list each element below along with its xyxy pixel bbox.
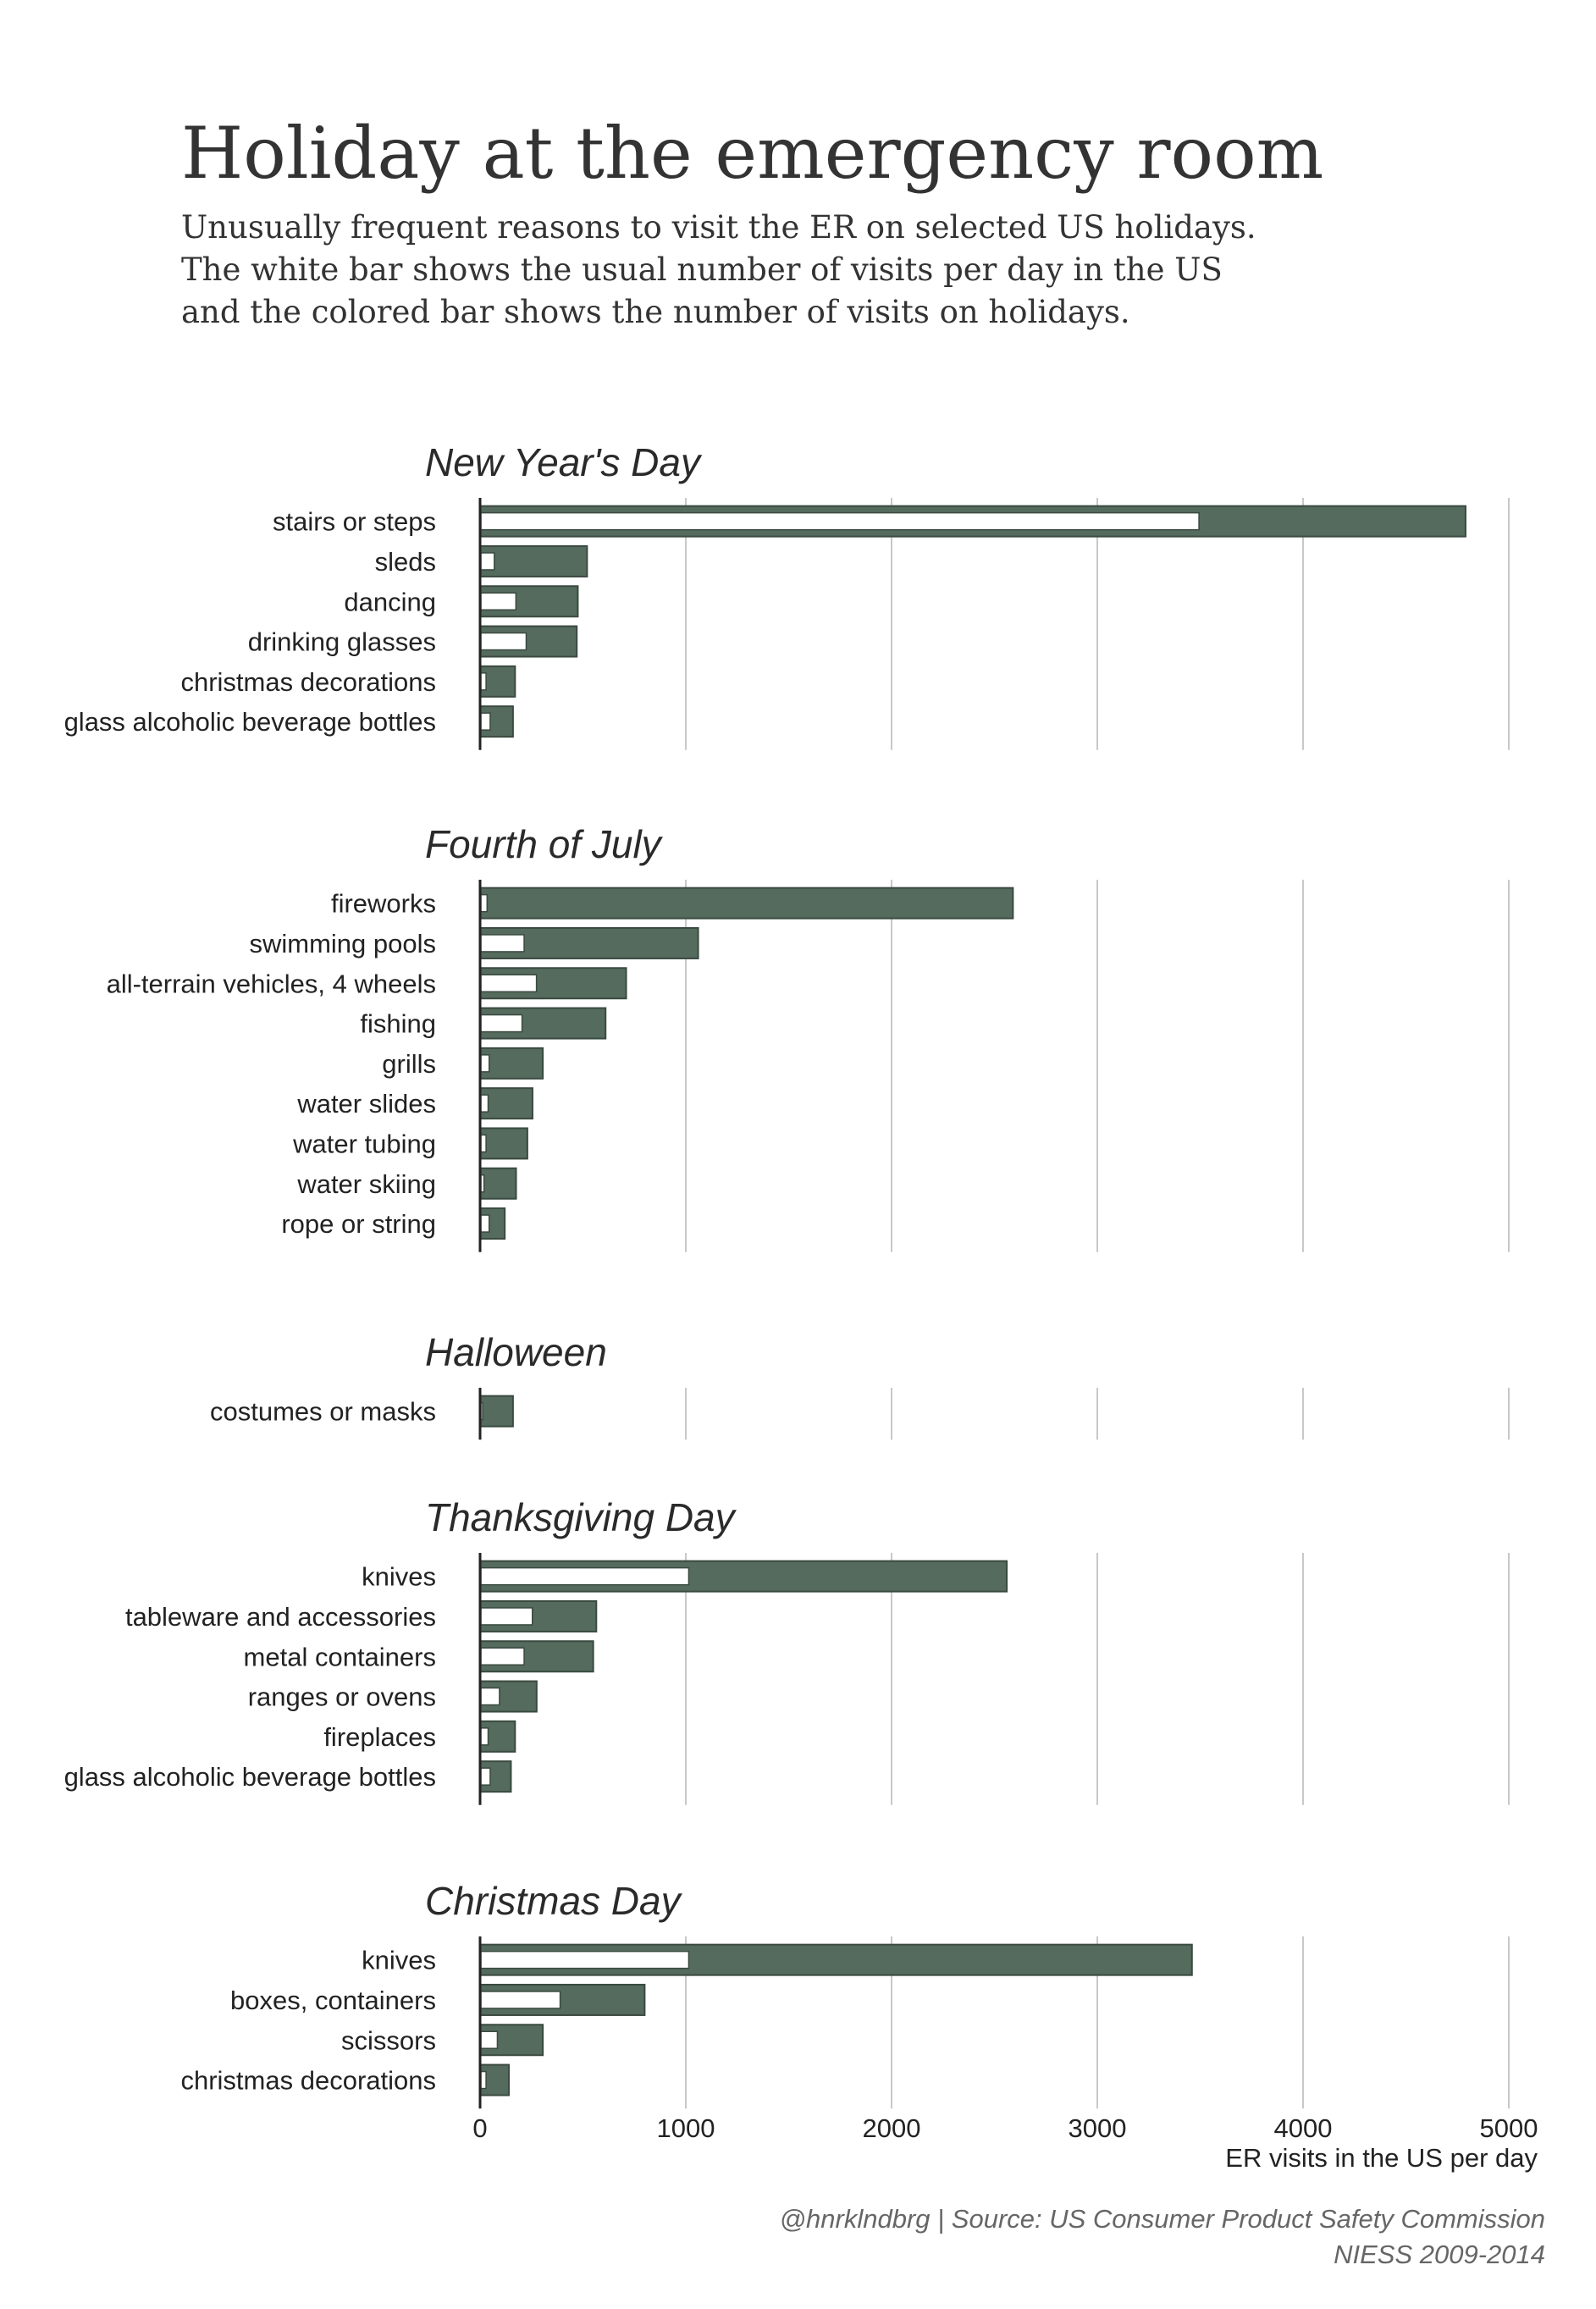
category-label-sleds: sleds [375, 547, 436, 577]
chart-subtitle: Unusually frequent reasons to visit the … [181, 207, 1256, 334]
x-tick-label-4000: 4000 [1274, 2113, 1333, 2143]
source-credit: @hnrklndbrg | Source: US Consumer Produc… [780, 2201, 1545, 2273]
category-label-christmas-decorations: christmas decorations [180, 667, 436, 697]
usual-bar-grills [480, 1054, 490, 1073]
category-label-all-terrain-vehicles-4-wheels: all-terrain vehicles, 4 wheels [107, 969, 436, 998]
usual-bar-tableware-and-accessories [480, 1607, 533, 1626]
usual-bar-water-tubing [480, 1134, 487, 1153]
usual-bar-glass-alcoholic-beverage-bottles [480, 712, 491, 731]
x-axis-label: ER visits in the US per day [1225, 2143, 1538, 2173]
usual-bar-stairs-or-steps [480, 511, 1200, 531]
category-label-knives: knives [362, 1562, 436, 1592]
panel-title-fourth-of-july: Fourth of July [425, 822, 664, 866]
category-label-tableware-and-accessories: tableware and accessories [125, 1602, 436, 1632]
panel-title-new-year-s-day: New Year's Day [425, 440, 703, 484]
x-tick-label-3000: 3000 [1069, 2113, 1127, 2143]
usual-bar-glass-alcoholic-beverage-bottles [480, 1767, 491, 1786]
category-label-scissors: scissors [341, 2025, 436, 2055]
category-label-fireworks: fireworks [331, 889, 436, 919]
usual-bar-swimming-pools [480, 934, 525, 953]
credit-line-1: @hnrklndbrg | Source: US Consumer Produc… [779, 2204, 1545, 2234]
category-label-glass-alcoholic-beverage-bottles: glass alcoholic beverage bottles [64, 1762, 436, 1792]
category-label-costumes-or-masks: costumes or masks [210, 1397, 436, 1427]
holiday-bar-costumes-or-masks [479, 1395, 514, 1428]
panel-title-halloween: Halloween [425, 1330, 607, 1374]
usual-bar-metal-containers [480, 1647, 525, 1665]
category-label-rope-or-string: rope or string [281, 1209, 436, 1239]
category-label-christmas-decorations: christmas decorations [180, 2066, 436, 2096]
usual-bar-boxes-containers [480, 1991, 561, 2009]
holiday-bar-sleds [479, 544, 588, 577]
category-label-water-skiing: water skiing [296, 1169, 436, 1199]
category-label-fireplaces: fireplaces [323, 1722, 436, 1752]
panel-title-christmas-day: Christmas Day [425, 1879, 683, 1923]
category-label-drinking-glasses: drinking glasses [248, 627, 436, 657]
holiday-bar-water-slides [479, 1087, 533, 1120]
usual-bar-fishing [480, 1014, 523, 1033]
holiday-bar-water-tubing [479, 1127, 528, 1160]
usual-bar-fireworks [480, 893, 489, 913]
x-tick-label-5000: 5000 [1480, 2113, 1538, 2143]
x-tick-label-2000: 2000 [863, 2113, 921, 2143]
usual-bar-drinking-glasses [480, 632, 527, 651]
chart-title: Holiday at the emergency room [181, 112, 1324, 195]
category-label-metal-containers: metal containers [244, 1642, 436, 1671]
usual-bar-scissors [480, 2030, 499, 2049]
holiday-bar-grills [479, 1047, 544, 1080]
category-label-water-tubing: water tubing [292, 1129, 436, 1158]
category-label-grills: grills [382, 1049, 436, 1079]
x-tick-label-1000: 1000 [657, 2113, 715, 2143]
usual-bar-knives [480, 1566, 690, 1586]
category-label-fishing: fishing [360, 1009, 436, 1039]
usual-bar-water-slides [480, 1094, 489, 1113]
usual-bar-knives [480, 1950, 690, 1969]
usual-bar-rope-or-string [480, 1214, 490, 1233]
usual-bar-ranges-or-ovens [480, 1687, 500, 1706]
category-label-glass-alcoholic-beverage-bottles: glass alcoholic beverage bottles [64, 707, 436, 737]
holiday-bar-water-skiing [479, 1167, 517, 1200]
usual-bar-all-terrain-vehicles-4-wheels [480, 974, 538, 992]
category-label-stairs-or-steps: stairs or steps [273, 507, 436, 537]
category-label-water-slides: water slides [296, 1089, 436, 1119]
usual-bar-dancing [480, 592, 517, 610]
usual-bar-water-skiing [480, 1174, 485, 1193]
usual-bar-christmas-decorations [480, 672, 487, 691]
usual-bar-fireplaces [480, 1727, 489, 1746]
subtitle-line-1: Unusually frequent reasons to visit the … [181, 209, 1256, 246]
category-label-knives: knives [362, 1946, 436, 1975]
category-label-boxes-containers: boxes, containers [230, 1986, 436, 2015]
holiday-bar-fireworks [479, 887, 1014, 920]
x-tick-label-0: 0 [472, 2113, 487, 2143]
subtitle-line-3: and the colored bar shows the number of … [181, 294, 1130, 330]
usual-bar-sleds [480, 552, 495, 571]
category-label-ranges-or-ovens: ranges or ovens [248, 1682, 436, 1712]
usual-bar-christmas-decorations [480, 2070, 487, 2090]
category-label-swimming-pools: swimming pools [249, 929, 436, 958]
category-label-dancing: dancing [344, 587, 436, 616]
subtitle-line-2: The white bar shows the usual number of … [181, 251, 1223, 288]
panel-title-thanksgiving-day: Thanksgiving Day [425, 1495, 737, 1539]
credit-line-2: NIESS 2009-2014 [1334, 2240, 1545, 2269]
